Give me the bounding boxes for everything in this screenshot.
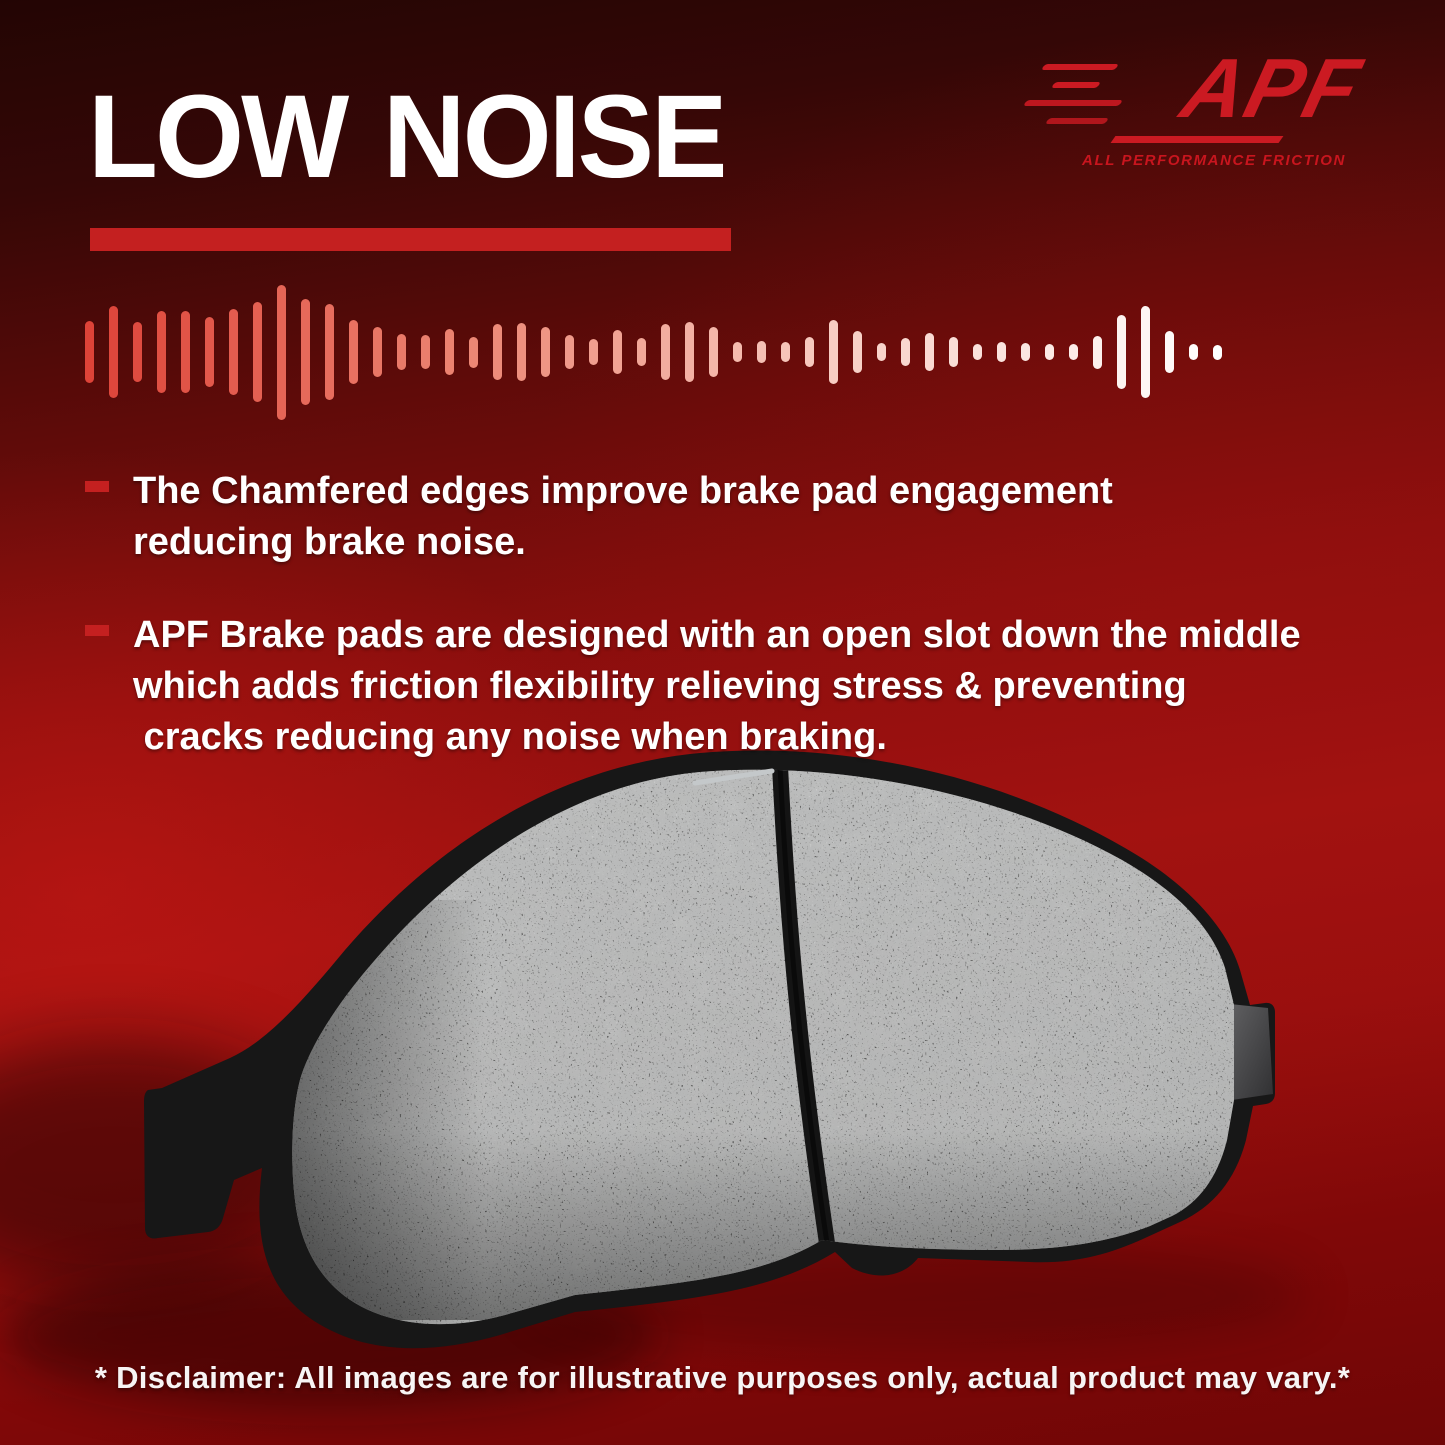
title-underline [90, 228, 731, 251]
waveform-bar [733, 342, 742, 362]
waveform-bar [973, 344, 982, 360]
waveform-bar [997, 342, 1006, 362]
bullet-dash-icon [85, 624, 109, 636]
waveform-bar [901, 338, 910, 366]
waveform-bar [181, 311, 190, 393]
feature-line: cracks reducing any noise when braking. [133, 715, 887, 758]
waveform-bar [949, 337, 958, 367]
waveform-bar [853, 331, 862, 373]
shim-edge [692, 768, 775, 786]
waveform-bar [805, 337, 814, 367]
waveform-bar [1069, 344, 1078, 360]
waveform-bar [1093, 335, 1102, 369]
waveform-bar [661, 324, 670, 380]
waveform-bar [469, 336, 478, 368]
waveform-bar [1213, 344, 1222, 360]
waveform-bar [1165, 331, 1174, 373]
waveform-bar [85, 321, 94, 383]
logo-underline [1110, 136, 1284, 143]
logo-speedline-icon [1050, 82, 1102, 88]
feature-line: which adds friction flexibility relievin… [133, 664, 1187, 707]
waveform-bar [1045, 344, 1054, 360]
waveform-bar [877, 343, 886, 361]
waveform-bar [1021, 343, 1030, 361]
feature-item-chamfered-edges: The Chamfered edges improve brake pad en… [85, 466, 1415, 568]
waveform-bar [133, 322, 142, 382]
waveform-bar [277, 284, 286, 420]
logo-brand-text: APF [1173, 41, 1371, 135]
waveform-bar [493, 324, 502, 380]
waveform-bar [517, 323, 526, 381]
waveform-bar [157, 311, 166, 393]
waveform-bar [565, 335, 574, 369]
waveform-bar [205, 317, 214, 387]
feature-line: The Chamfered edges improve brake pad en… [133, 470, 1113, 512]
waveform-bar [613, 330, 622, 374]
waveform-bar [1117, 315, 1126, 389]
waveform-bar [1141, 306, 1150, 398]
waveform-bar [373, 327, 382, 377]
waveform-bar [829, 320, 838, 384]
waveform-bar [637, 338, 646, 366]
waveform-bar [349, 320, 358, 384]
feature-text: APF Brake pads are designed with an open… [133, 610, 1301, 763]
feature-list: The Chamfered edges improve brake pad en… [85, 466, 1415, 805]
waveform-bar [397, 334, 406, 370]
waveform-bar [301, 299, 310, 405]
waveform-bar [421, 335, 430, 369]
feature-item-open-slot: APF Brake pads are designed with an open… [85, 610, 1415, 763]
soundwave-graphic [85, 277, 1222, 427]
page-title: LOW NOISE [88, 71, 727, 203]
apf-logo: APF ALL PERFORMANCE FRICTION [1022, 41, 1371, 170]
waveform-bar [709, 327, 718, 377]
waveform-bar [685, 322, 694, 382]
logo-speedline-icon [1044, 118, 1110, 124]
bullet-dash-icon [85, 481, 109, 492]
waveform-bar [589, 339, 598, 365]
waveform-bar [781, 342, 790, 362]
feature-line: reducing brake noise. [133, 520, 526, 563]
waveform-bar [925, 333, 934, 371]
waveform-bar [229, 309, 238, 395]
logo-speedline-icon [1040, 64, 1120, 70]
waveform-bar [109, 306, 118, 398]
waveform-bar [1189, 344, 1198, 360]
logo-speedline-icon [1022, 100, 1124, 106]
waveform-bar [253, 302, 262, 402]
waveform-bar [541, 327, 550, 377]
right-ear-tab [1230, 1004, 1273, 1100]
waveform-bar [757, 341, 766, 363]
feature-text: The Chamfered edges improve brake pad en… [133, 466, 1113, 568]
disclaimer-text: * Disclaimer: All images are for illustr… [94, 1360, 1351, 1395]
waveform-bar [445, 329, 454, 375]
feature-line: APF Brake pads are designed with an open… [133, 613, 1301, 656]
logo-tagline: ALL PERFORMANCE FRICTION [1082, 152, 1346, 169]
waveform-bar [325, 304, 334, 400]
